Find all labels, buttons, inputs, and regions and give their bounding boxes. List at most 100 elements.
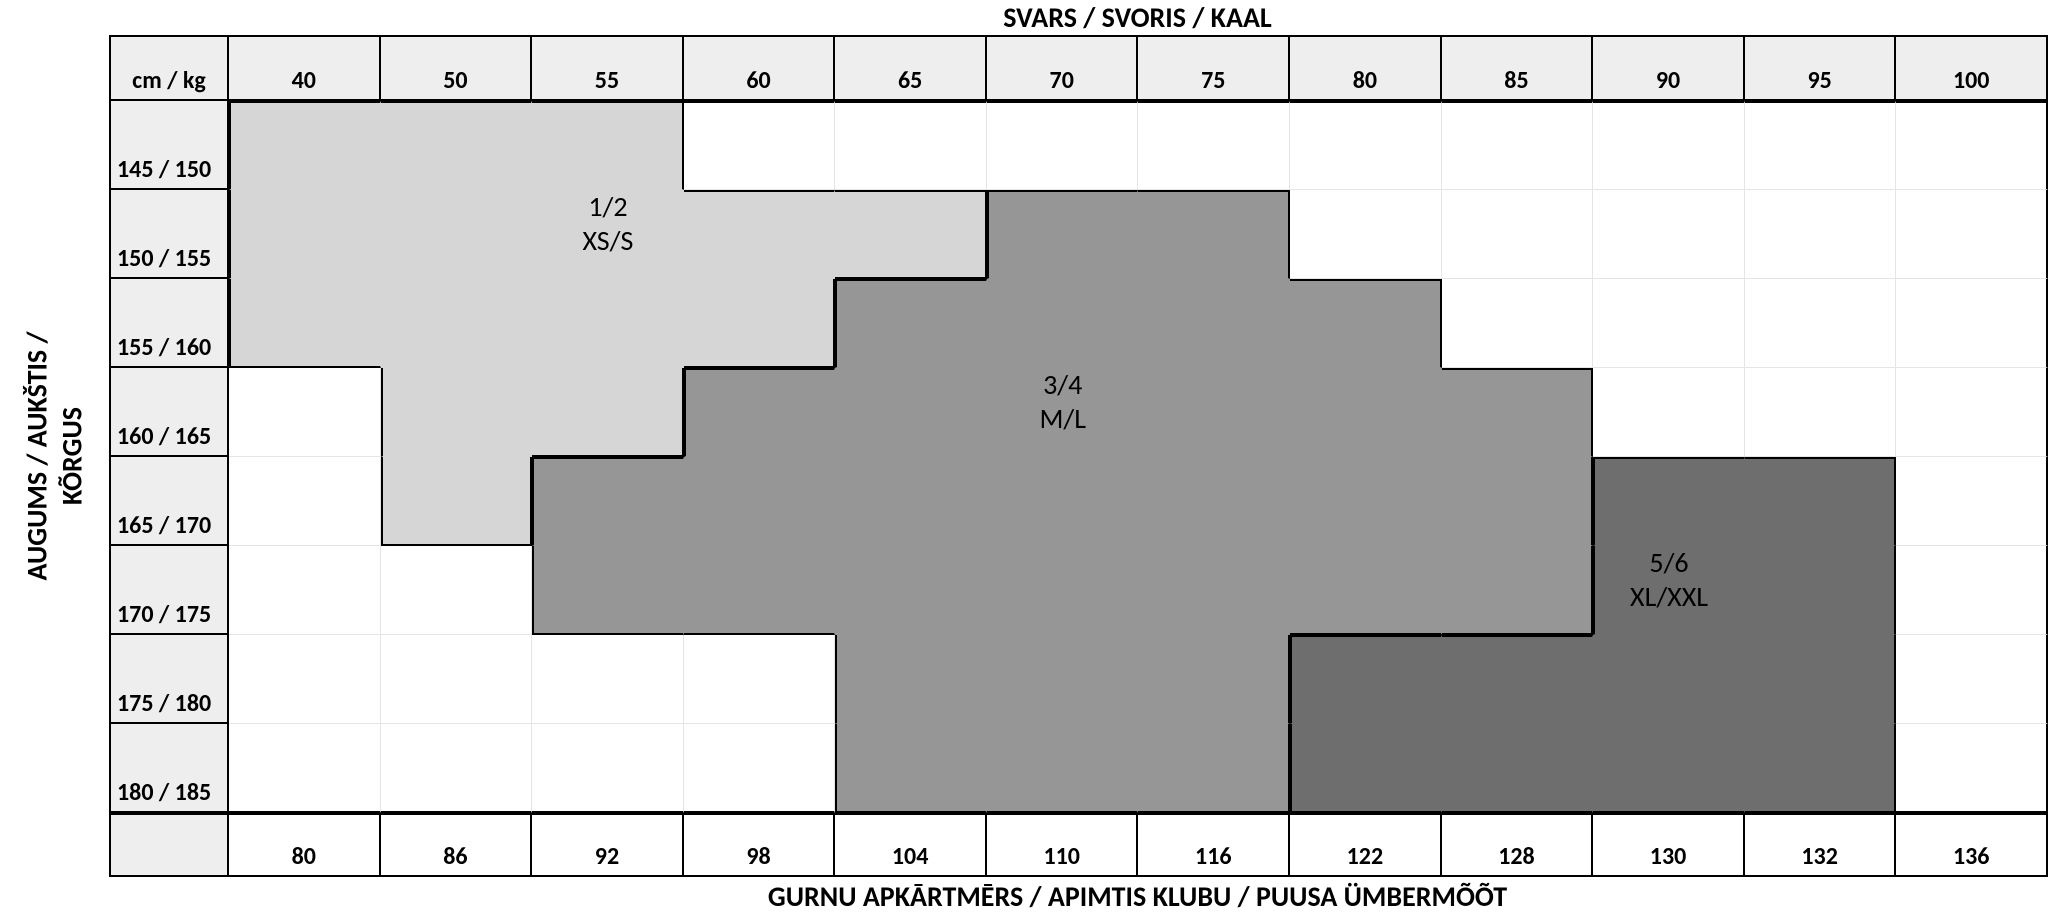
corner-header: cm / kg [111, 37, 229, 101]
body-cell [229, 101, 381, 190]
body-cell [1745, 190, 1897, 279]
body-cell [987, 101, 1139, 190]
body-cell [835, 635, 987, 724]
body-cell [229, 546, 381, 635]
body-cell [381, 546, 533, 635]
body-cell [229, 279, 381, 368]
col-header: 95 [1745, 37, 1897, 101]
body-cell [1896, 635, 2048, 724]
body-cell [684, 546, 836, 635]
body-cell [1745, 457, 1897, 546]
body-cell [381, 635, 533, 724]
body-cell [1896, 190, 2048, 279]
body-cell [1593, 190, 1745, 279]
body-cell [1442, 457, 1594, 546]
body-cell [1290, 635, 1442, 724]
body-cell [1896, 368, 2048, 457]
body-cell [1593, 368, 1745, 457]
body-cell [532, 724, 684, 813]
body-cell [1442, 368, 1594, 457]
body-cell [1138, 101, 1290, 190]
body-cell [987, 190, 1139, 279]
body-cell [1290, 546, 1442, 635]
body-cell [987, 368, 1139, 457]
body-cell [532, 190, 684, 279]
footer-value: 136 [1896, 813, 2048, 877]
body-cell [1896, 101, 2048, 190]
left-axis-title-line1: AUGUMS / AUKŠTIS / [20, 331, 55, 580]
body-cell [1745, 724, 1897, 813]
body-cell [1593, 635, 1745, 724]
body-cell [1745, 368, 1897, 457]
body-cell [987, 279, 1139, 368]
body-cell [835, 457, 987, 546]
body-cell [1138, 546, 1290, 635]
body-cell [1442, 279, 1594, 368]
left-axis-title-line2: KÕRGUS [55, 407, 90, 505]
body-cell [1896, 546, 2048, 635]
body-cell [532, 279, 684, 368]
left-axis-title-container: AUGUMS / AUKŠTIS / KÕRGUS [0, 35, 109, 877]
col-header: 100 [1896, 37, 2048, 101]
col-header: 65 [835, 37, 987, 101]
row-header: 145 / 150 [111, 101, 229, 190]
footer-value: 92 [532, 813, 684, 877]
row-header: 180 / 185 [111, 724, 229, 813]
body-cell [1745, 101, 1897, 190]
body-cell [1593, 279, 1745, 368]
row-header: 170 / 175 [111, 546, 229, 635]
row-header: 175 / 180 [111, 635, 229, 724]
body-cell [1138, 635, 1290, 724]
footer-value: 128 [1442, 813, 1594, 877]
body-cell [1745, 279, 1897, 368]
body-cell [381, 190, 533, 279]
col-header: 50 [381, 37, 533, 101]
col-header: 40 [229, 37, 381, 101]
body-cell [1290, 279, 1442, 368]
body-cell [532, 457, 684, 546]
footer-value: 132 [1745, 813, 1897, 877]
body-cell [987, 724, 1139, 813]
left-axis-title: AUGUMS / AUKŠTIS / KÕRGUS [20, 331, 90, 580]
body-cell [835, 279, 987, 368]
body-cell [1593, 101, 1745, 190]
size-chart-grid: cm / kg4050556065707580859095100145 / 15… [109, 35, 2048, 877]
body-cell [1442, 101, 1594, 190]
body-cell [1290, 101, 1442, 190]
body-cell [684, 457, 836, 546]
body-cell [684, 635, 836, 724]
body-cell [835, 546, 987, 635]
size-chart: SVARS / SVORIS / KAAL AUGUMS / AUKŠTIS /… [0, 0, 2048, 917]
footer-value: 122 [1290, 813, 1442, 877]
body-cell [532, 368, 684, 457]
body-cell [381, 724, 533, 813]
body-cell [532, 546, 684, 635]
footer-corner [111, 813, 229, 877]
bottom-axis-title: GURNU APKĀRTMĒRS / APIMTIS KLUBU / PUUSA… [227, 877, 2048, 917]
body-cell [1138, 368, 1290, 457]
footer-value: 86 [381, 813, 533, 877]
body-cell [1593, 724, 1745, 813]
body-cell [229, 635, 381, 724]
body-cell [684, 101, 836, 190]
body-cell [1442, 724, 1594, 813]
body-cell [684, 724, 836, 813]
body-cell [532, 635, 684, 724]
body-cell [684, 190, 836, 279]
body-cell [229, 190, 381, 279]
body-cell [1138, 724, 1290, 813]
body-cell [987, 546, 1139, 635]
body-cell [1896, 457, 2048, 546]
row-header: 165 / 170 [111, 457, 229, 546]
body-cell [835, 190, 987, 279]
body-cell [987, 635, 1139, 724]
body-cell [381, 457, 533, 546]
body-cell [381, 279, 533, 368]
body-cell [835, 368, 987, 457]
body-cell [684, 279, 836, 368]
body-cell [1745, 546, 1897, 635]
body-cell [1138, 457, 1290, 546]
col-header: 90 [1593, 37, 1745, 101]
body-cell [684, 368, 836, 457]
body-cell [1745, 635, 1897, 724]
